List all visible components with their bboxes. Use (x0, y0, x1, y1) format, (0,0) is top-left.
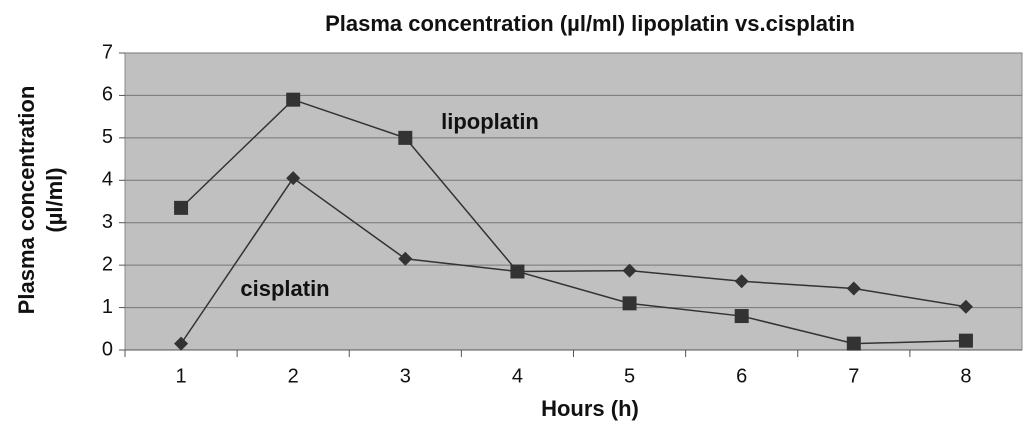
y-tick-label: 0 (102, 338, 113, 360)
y-tick-label: 6 (102, 84, 113, 106)
marker (734, 309, 749, 324)
y-tick-label: 4 (102, 169, 113, 191)
y-axis-label: (µl/ml) (42, 167, 67, 232)
y-tick-label: 5 (102, 126, 113, 148)
chart-title: Plasma concentration (µl/ml) lipoplatin … (325, 11, 855, 36)
marker (174, 200, 189, 215)
marker (622, 263, 637, 278)
y-tick-label: 7 (102, 41, 113, 63)
x-tick-label: 3 (400, 365, 411, 387)
x-tick-label: 7 (848, 365, 859, 387)
series-label: lipoplatin (441, 109, 539, 134)
x-tick-label: 1 (176, 365, 187, 387)
marker (958, 333, 973, 348)
marker (510, 264, 525, 279)
marker (398, 251, 413, 266)
marker (846, 281, 861, 296)
marker (734, 274, 749, 289)
x-tick-label: 4 (512, 365, 523, 387)
marker (622, 296, 637, 311)
x-tick-label: 8 (960, 365, 971, 387)
series-label: cisplatin (240, 276, 329, 301)
y-tick-label: 1 (102, 296, 113, 318)
marker (398, 130, 413, 145)
y-axis-label: Plasma concentration (14, 86, 39, 315)
marker (958, 299, 973, 314)
y-tick-label: 2 (102, 253, 113, 275)
x-tick-label: 6 (736, 365, 747, 387)
series-line (180, 177, 967, 345)
marker (286, 92, 301, 107)
marker (846, 336, 861, 351)
x-tick-label: 2 (288, 365, 299, 387)
plot-area (124, 52, 1023, 351)
marker (174, 336, 189, 351)
y-tick-label: 3 (102, 211, 113, 233)
marker (286, 171, 301, 186)
x-axis-label: Hours (h) (541, 396, 639, 421)
series-line (180, 98, 966, 345)
x-tick-label: 5 (624, 365, 635, 387)
